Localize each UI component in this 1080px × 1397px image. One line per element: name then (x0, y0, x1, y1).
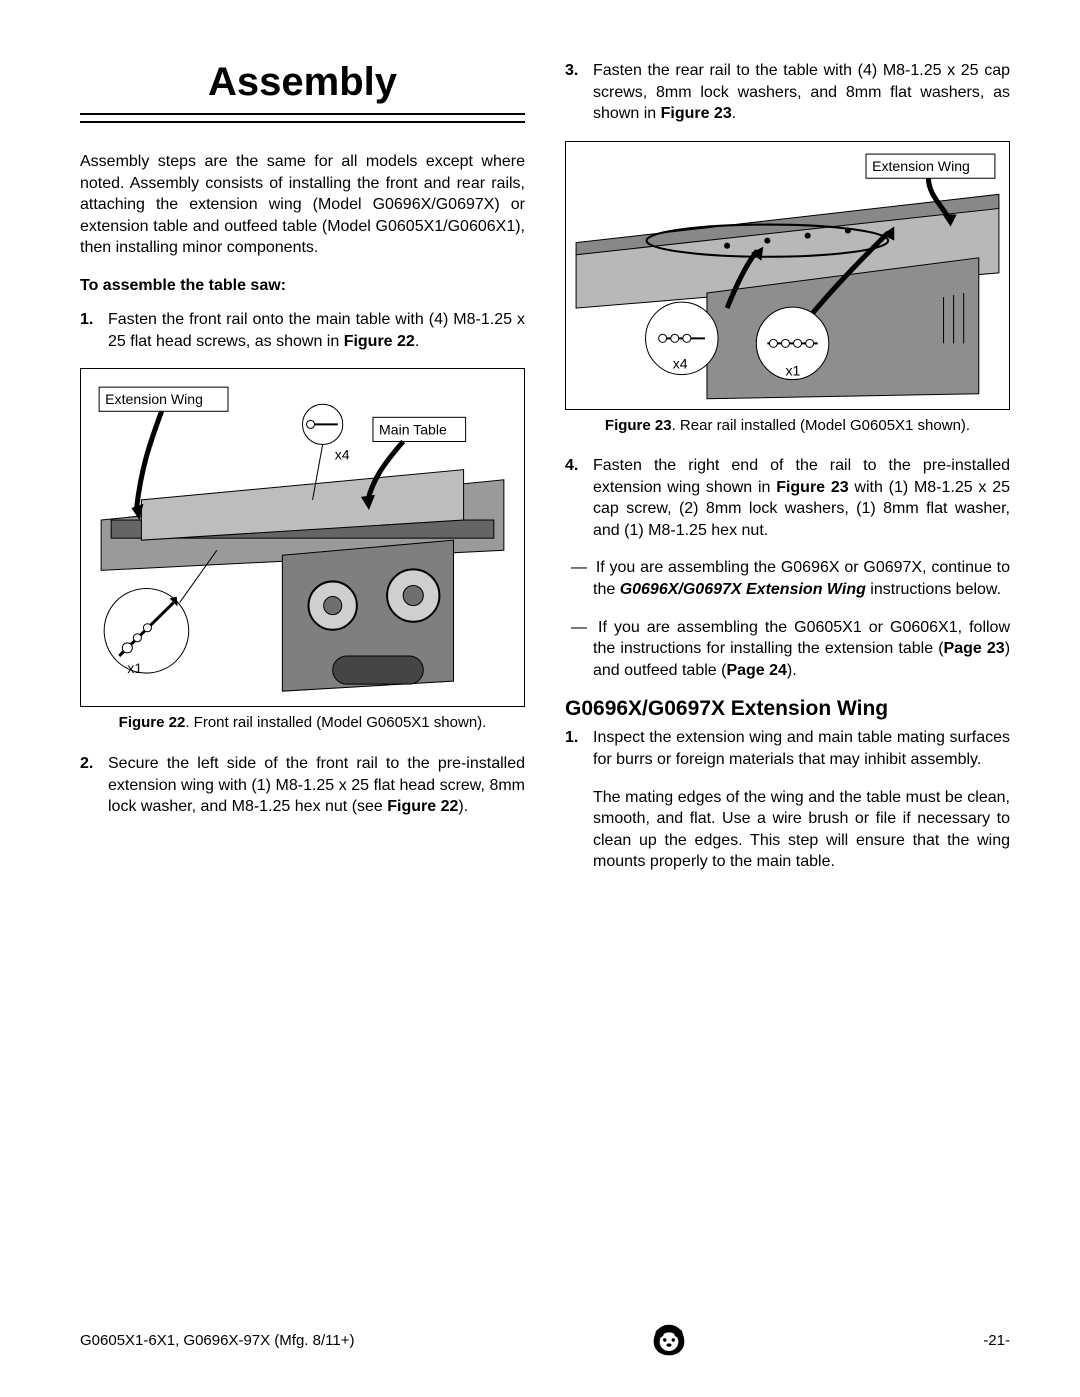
step-text: Fasten the right end of the rail to the … (593, 455, 1010, 541)
figure-23: Extension Wing x4 (565, 141, 1010, 410)
footer-model-info: G0605X1-6X1, G0696X-97X (Mfg. 8/11+) (80, 1332, 354, 1349)
svg-text:x4: x4 (335, 447, 350, 463)
figure-22-svg: Extension Wing Main Table x4 (81, 369, 524, 701)
svg-text:Extension Wing: Extension Wing (872, 158, 970, 174)
page-number: -21- (983, 1332, 1010, 1349)
manual-page: Assembly Assembly steps are the same for… (0, 0, 1080, 1397)
step-text: Secure the left side of the front rail t… (108, 753, 525, 818)
extension-wing-heading: G0696X/G0697X Extension Wing (565, 697, 1010, 721)
step-number: 4. (565, 455, 593, 541)
note-g0696x: If you are assembling the G0696X or G069… (593, 557, 1010, 600)
fig22-main-label: Main Table (379, 422, 447, 438)
page-footer: G0605X1-6X1, G0696X-97X (Mfg. 8/11+) -21… (80, 1323, 1010, 1357)
title-rule (80, 113, 525, 115)
fig22-ext-label: Extension Wing (105, 391, 203, 407)
step-text: Fasten the front rail onto the main tabl… (108, 309, 525, 352)
svg-text:x1: x1 (785, 362, 800, 378)
step-number: 1. (80, 309, 108, 352)
figure-23-caption: Figure 23. Rear rail installed (Model G0… (565, 416, 1010, 436)
left-column: Assembly Assembly steps are the same for… (80, 60, 525, 889)
figure-22-caption: Figure 22. Front rail installed (Model G… (80, 713, 525, 733)
svg-text:x4: x4 (673, 355, 688, 371)
extension-wing-steps: 1. Inspect the extension wing and main t… (565, 727, 1010, 873)
step-number: 2. (80, 753, 108, 818)
step-text: Fasten the rear rail to the table with (… (593, 60, 1010, 125)
intro-paragraph: Assembly steps are the same for all mode… (80, 151, 525, 259)
assembly-steps-right: 3. Fasten the rear rail to the table wit… (565, 60, 1010, 125)
assembly-steps-right-2: 4. Fasten the right end of the rail to t… (565, 455, 1010, 541)
assembly-steps-left: 1. Fasten the front rail onto the main t… (80, 309, 525, 352)
figure-22: Extension Wing Main Table x4 (80, 368, 525, 707)
title-rule (80, 121, 525, 123)
grizzly-logo-icon (652, 1323, 686, 1357)
step-number: 3. (565, 60, 593, 125)
step-2: 2. Secure the left side of the front rai… (80, 753, 525, 818)
svg-text:x1: x1 (127, 660, 142, 676)
step-1: 1. Fasten the front rail onto the main t… (80, 309, 525, 352)
step-number: 1. (565, 727, 593, 873)
step-3: 3. Fasten the rear rail to the table wit… (565, 60, 1010, 125)
right-column: 3. Fasten the rear rail to the table wit… (565, 60, 1010, 889)
step-4: 4. Fasten the right end of the rail to t… (565, 455, 1010, 541)
two-column-layout: Assembly Assembly steps are the same for… (80, 60, 1010, 889)
note-g0605x1: If you are assembling the G0605X1 or G06… (593, 617, 1010, 682)
assemble-subhead: To assemble the table saw: (80, 277, 525, 295)
page-title: Assembly (80, 60, 525, 105)
ew-step-1: 1. Inspect the extension wing and main t… (565, 727, 1010, 873)
figure-23-svg: Extension Wing x4 (566, 142, 1009, 404)
assembly-steps-left-2: 2. Secure the left side of the front rai… (80, 753, 525, 818)
step-text: Inspect the extension wing and main tabl… (593, 727, 1010, 873)
conditional-notes: If you are assembling the G0696X or G069… (565, 557, 1010, 681)
